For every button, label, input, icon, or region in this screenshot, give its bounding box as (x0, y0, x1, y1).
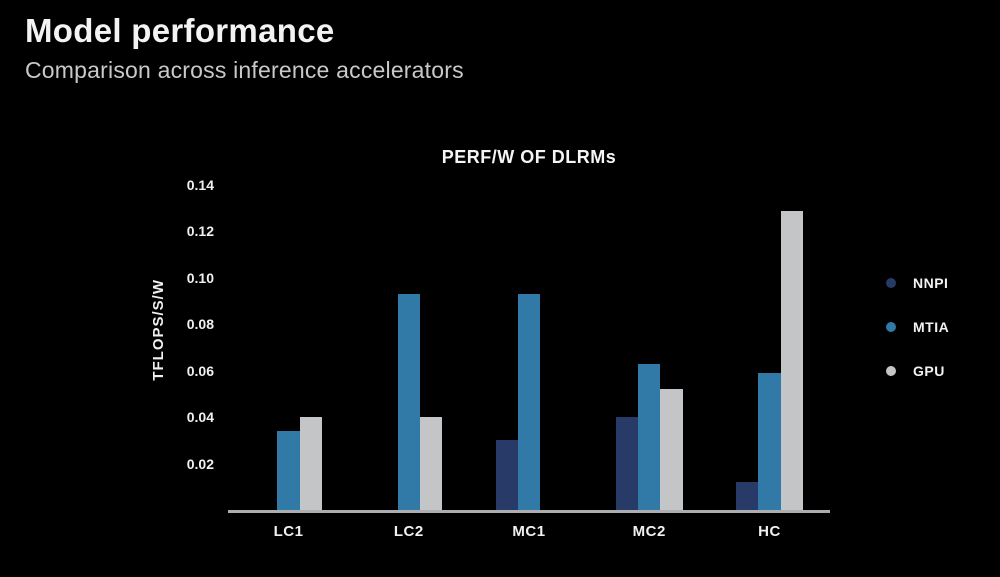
x-category-label: HC (758, 523, 781, 540)
legend-label: NNPI (913, 275, 949, 291)
bar-gpu-lc2 (419, 417, 443, 510)
bar-slot (736, 185, 759, 510)
y-tick-label: 0.04 (186, 409, 214, 426)
bar-mtia-mc2 (638, 363, 661, 510)
legend-label: GPU (913, 363, 945, 379)
bar-group-lc2: LC2 (375, 185, 443, 540)
bar-slot (615, 185, 639, 510)
legend: NNPI MTIA GPU (886, 274, 949, 380)
bar-group-hc: HC (736, 185, 803, 540)
bar-slot (255, 185, 277, 510)
y-axis-ticks: 0.02 0.04 0.06 0.08 0.10 0.12 0.14 (176, 178, 214, 510)
header: Model performance Comparison across infe… (25, 12, 464, 84)
legend-item-nnpi: NNPI (886, 274, 949, 292)
bar-slot (660, 185, 683, 510)
bar-gpu-lc1 (299, 417, 322, 510)
x-category-label: MC1 (512, 523, 546, 540)
bar-group-lc1: LC1 (255, 185, 322, 540)
bar-nnpi-mc2 (615, 417, 639, 510)
legend-item-mtia: MTIA (886, 318, 949, 336)
legend-label: MTIA (913, 319, 950, 335)
legend-marker-gpu-icon (886, 366, 896, 376)
plot-area: LC1 LC2 MC1 MC2 HC (228, 185, 830, 540)
x-category-label: LC2 (393, 523, 424, 540)
bar-groups: LC1 LC2 MC1 MC2 HC (228, 185, 830, 540)
bar-slot (495, 185, 518, 510)
bar-slot (375, 185, 397, 510)
chart-title: PERF/W OF DLRMs (441, 147, 617, 167)
page-subtitle: Comparison across inference accelerators (25, 57, 464, 83)
legend-marker-mtia-icon (886, 322, 896, 332)
bar-slot (419, 185, 443, 510)
bar-mtia-lc2 (397, 294, 420, 510)
y-tick-label: 0.10 (186, 269, 214, 286)
legend-marker-nnpi-icon (886, 278, 896, 288)
y-axis-label: TFLOPS/S/W (149, 279, 167, 381)
bar-slot (638, 185, 661, 510)
y-axis-label-wrap: TFLOPS/S/W (146, 170, 170, 490)
bar-slot (397, 185, 420, 510)
y-tick-label: 0.08 (186, 316, 214, 333)
bar-mtia-lc1 (277, 431, 300, 510)
bar-nnpi-hc (736, 482, 759, 510)
bar-group-mc1: MC1 (495, 185, 563, 540)
legend-item-gpu: GPU (886, 362, 949, 380)
page-title: Model performance (25, 12, 335, 49)
y-tick-label: 0.02 (186, 455, 214, 472)
bar-nnpi-mc1 (495, 440, 518, 510)
bar-slot (517, 185, 541, 510)
bar-slot (540, 185, 562, 510)
y-tick-label: 0.14 (186, 177, 214, 193)
y-tick-label: 0.06 (186, 362, 214, 379)
bar-gpu-mc2 (660, 389, 683, 510)
bar-mtia-mc1 (517, 294, 541, 510)
bar-slot (780, 185, 803, 510)
y-tick-label: 0.12 (186, 223, 214, 240)
bar-group-mc2: MC2 (615, 185, 683, 540)
bar-slot (758, 185, 781, 510)
bar-gpu-hc (780, 210, 803, 510)
bar-slot (299, 185, 322, 510)
x-category-label: MC2 (632, 523, 666, 540)
bar-mtia-hc (758, 373, 781, 510)
bar-slot (277, 185, 300, 510)
x-category-label: LC1 (273, 523, 304, 540)
